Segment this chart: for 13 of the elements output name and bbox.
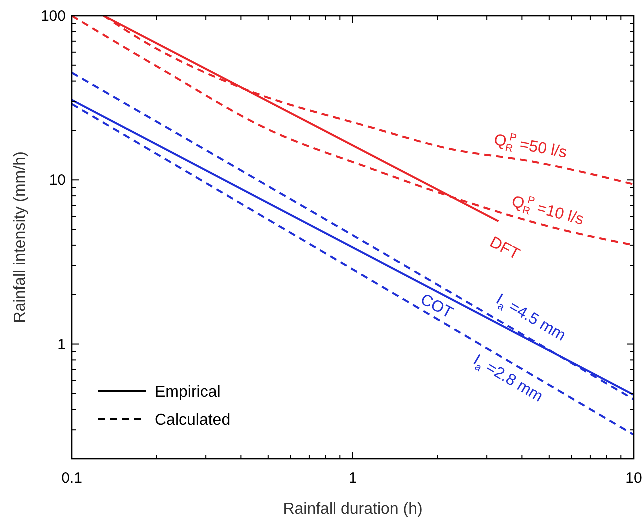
x-axis-title: Rainfall duration (h) bbox=[283, 501, 423, 518]
text: DFT bbox=[486, 234, 523, 264]
y-tick-label: 100 bbox=[40, 8, 66, 25]
x-tick-label: 10 bbox=[626, 470, 642, 487]
annotation: Empirical bbox=[155, 384, 221, 401]
text: COT bbox=[418, 292, 456, 322]
y-tick-label: 10 bbox=[49, 172, 66, 190]
x-tick-label: 1 bbox=[348, 470, 358, 487]
y-tick-label: 1 bbox=[58, 336, 66, 354]
x-tick-label: 0.1 bbox=[62, 470, 82, 487]
text: Q$_{R}$$^{P}$ =50 l/s bbox=[492, 132, 568, 162]
y-axis-title: Rainfall intensity (mm/h) bbox=[12, 152, 29, 324]
annotation: Calculated bbox=[155, 412, 231, 429]
